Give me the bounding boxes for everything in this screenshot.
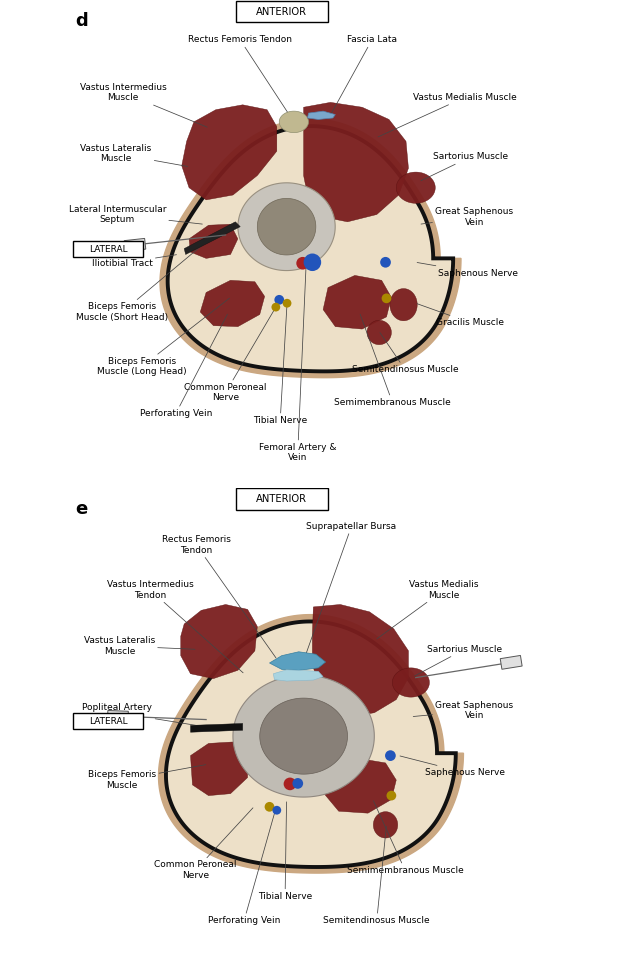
Text: Gracilis Muscle: Gracilis Muscle bbox=[417, 303, 504, 328]
Polygon shape bbox=[159, 614, 463, 873]
Text: Perforating Vein: Perforating Vein bbox=[139, 314, 228, 418]
Polygon shape bbox=[280, 111, 308, 133]
Polygon shape bbox=[107, 711, 128, 722]
Text: Lateral Intermuscular
Septum: Lateral Intermuscular Septum bbox=[68, 205, 202, 224]
Circle shape bbox=[273, 805, 281, 815]
Text: Fascia Lata: Fascia Lata bbox=[331, 35, 397, 114]
Text: Semimembranous Muscle: Semimembranous Muscle bbox=[347, 800, 463, 875]
FancyBboxPatch shape bbox=[73, 242, 143, 257]
Polygon shape bbox=[160, 119, 461, 377]
Polygon shape bbox=[181, 604, 257, 679]
Polygon shape bbox=[390, 289, 417, 321]
Text: Common Peroneal
Nerve: Common Peroneal Nerve bbox=[184, 308, 275, 402]
Polygon shape bbox=[166, 621, 456, 867]
Polygon shape bbox=[260, 698, 347, 774]
Text: Biceps Femoris
Muscle (Long Head): Biceps Femoris Muscle (Long Head) bbox=[97, 298, 230, 376]
Text: Perforating Vein: Perforating Vein bbox=[208, 811, 280, 925]
Text: Femoral Artery &
Vein: Femoral Artery & Vein bbox=[259, 267, 336, 462]
Text: ANTERIOR: ANTERIOR bbox=[256, 7, 307, 17]
Circle shape bbox=[382, 293, 391, 303]
Polygon shape bbox=[238, 183, 335, 270]
Polygon shape bbox=[189, 224, 238, 258]
Text: Sartorius Muscle: Sartorius Muscle bbox=[421, 152, 508, 180]
Polygon shape bbox=[307, 111, 335, 120]
Polygon shape bbox=[373, 812, 398, 838]
Polygon shape bbox=[273, 670, 323, 681]
Text: Biceps Femoris
Muscle (Short Head): Biceps Femoris Muscle (Short Head) bbox=[77, 241, 207, 322]
Text: Saphenous Nerve: Saphenous Nerve bbox=[417, 262, 518, 278]
Text: Vastus Medialis Muscle: Vastus Medialis Muscle bbox=[378, 93, 516, 136]
Polygon shape bbox=[367, 321, 391, 344]
Polygon shape bbox=[191, 742, 247, 796]
Text: Great Saphenous
Vein: Great Saphenous Vein bbox=[413, 701, 513, 721]
Text: LATERAL: LATERAL bbox=[89, 245, 128, 254]
Text: Semimembranous Muscle: Semimembranous Muscle bbox=[334, 314, 451, 407]
Circle shape bbox=[296, 257, 309, 270]
Text: Semitendinosus Muscle: Semitendinosus Muscle bbox=[323, 826, 430, 925]
Circle shape bbox=[271, 302, 280, 312]
Polygon shape bbox=[312, 604, 408, 717]
Circle shape bbox=[284, 778, 296, 790]
Polygon shape bbox=[500, 655, 522, 669]
Polygon shape bbox=[396, 173, 435, 203]
Polygon shape bbox=[304, 102, 408, 222]
Polygon shape bbox=[182, 105, 277, 200]
Text: Tibial Nerve: Tibial Nerve bbox=[253, 304, 307, 425]
Polygon shape bbox=[324, 759, 396, 813]
Polygon shape bbox=[392, 668, 429, 697]
Text: Rectus Femoris Tendon: Rectus Femoris Tendon bbox=[188, 35, 293, 121]
Text: Tibial Nerve: Tibial Nerve bbox=[258, 801, 312, 901]
Text: Biceps Femoris
Muscle: Biceps Femoris Muscle bbox=[88, 764, 205, 790]
Text: Semitendinosus Muscle: Semitendinosus Muscle bbox=[352, 332, 458, 374]
Polygon shape bbox=[323, 275, 391, 330]
Text: Iliotibial Tract: Iliotibial Tract bbox=[92, 254, 176, 268]
Polygon shape bbox=[257, 199, 316, 254]
Text: Sartorius Muscle: Sartorius Muscle bbox=[415, 644, 502, 676]
Circle shape bbox=[292, 778, 303, 789]
Polygon shape bbox=[184, 222, 240, 254]
FancyBboxPatch shape bbox=[73, 714, 143, 729]
Circle shape bbox=[385, 751, 395, 760]
Circle shape bbox=[304, 254, 321, 271]
Text: Vastus Intermedius
Tendon: Vastus Intermedius Tendon bbox=[107, 580, 243, 673]
Polygon shape bbox=[168, 126, 453, 371]
Text: ANTERIOR: ANTERIOR bbox=[256, 494, 307, 504]
Polygon shape bbox=[191, 723, 242, 732]
Polygon shape bbox=[124, 239, 146, 252]
Text: Suprapatellar Bursa: Suprapatellar Bursa bbox=[304, 522, 397, 659]
Text: e: e bbox=[75, 499, 88, 518]
Text: Saphenous Nerve: Saphenous Nerve bbox=[400, 756, 505, 777]
Text: d: d bbox=[75, 12, 88, 30]
Circle shape bbox=[265, 801, 275, 811]
Text: Vastus Intermedius
Muscle: Vastus Intermedius Muscle bbox=[80, 83, 207, 127]
Text: Rectus Femoris
Tendon: Rectus Femoris Tendon bbox=[162, 535, 276, 658]
Circle shape bbox=[275, 294, 284, 304]
Text: Vastus Lateralis
Muscle: Vastus Lateralis Muscle bbox=[84, 637, 195, 655]
Polygon shape bbox=[233, 676, 375, 797]
Polygon shape bbox=[201, 281, 265, 327]
Text: Popliteal Artery
& Vein: Popliteal Artery & Vein bbox=[83, 703, 207, 727]
Circle shape bbox=[380, 257, 391, 267]
Text: Common Peroneal
Nerve: Common Peroneal Nerve bbox=[154, 808, 253, 879]
FancyBboxPatch shape bbox=[236, 488, 328, 510]
Text: LATERAL: LATERAL bbox=[89, 717, 128, 725]
Circle shape bbox=[386, 791, 396, 800]
Polygon shape bbox=[270, 651, 326, 671]
Text: Vastus Lateralis
Muscle: Vastus Lateralis Muscle bbox=[80, 144, 188, 167]
FancyBboxPatch shape bbox=[236, 1, 328, 22]
Text: Vastus Medialis
Muscle: Vastus Medialis Muscle bbox=[377, 580, 479, 639]
Circle shape bbox=[283, 298, 291, 308]
Text: Great Saphenous
Vein: Great Saphenous Vein bbox=[421, 208, 513, 226]
